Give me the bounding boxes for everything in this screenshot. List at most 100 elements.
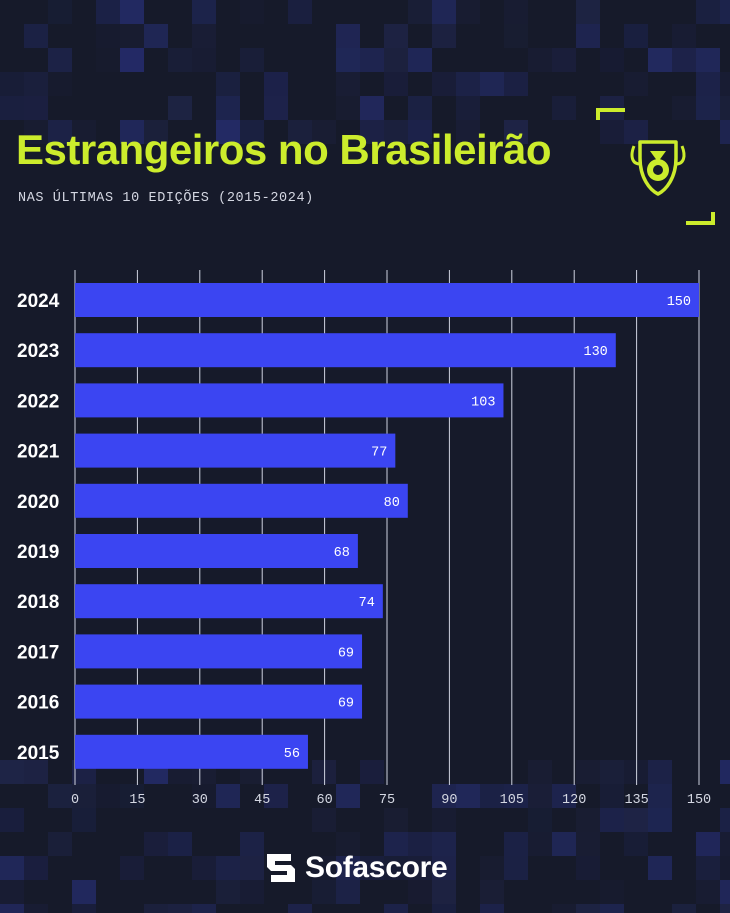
corner-bracket-bottom-horizontal — [686, 221, 715, 225]
mosaic-tile — [192, 0, 216, 24]
mosaic-tile — [168, 904, 192, 913]
mosaic-tile — [336, 880, 360, 904]
mosaic-tile — [240, 832, 264, 856]
mosaic-tile — [528, 784, 552, 808]
mosaic-tile — [72, 120, 96, 144]
mosaic-tile — [360, 48, 384, 72]
mosaic-tile — [576, 904, 600, 913]
mosaic-tile — [480, 856, 504, 880]
mosaic-tile — [408, 0, 432, 24]
mosaic-tile — [432, 24, 456, 48]
y-label-2024: 2024 — [17, 291, 60, 312]
mosaic-tile — [408, 48, 432, 72]
mosaic-tile — [360, 120, 384, 144]
mosaic-tile — [192, 784, 216, 808]
value-label-2022: 103 — [471, 395, 495, 410]
mosaic-tile — [528, 808, 552, 832]
mosaic-tile — [408, 832, 432, 856]
mosaic-tile — [168, 48, 192, 72]
mosaic-tile — [504, 856, 528, 880]
mosaic-tile — [312, 760, 336, 784]
mosaic-tile — [576, 808, 600, 832]
sofascore-logo-icon — [267, 854, 295, 882]
mosaic-tile — [408, 120, 432, 144]
mosaic-tile — [24, 856, 48, 880]
x-tick-label-105: 105 — [500, 793, 524, 808]
sofascore-brand: Sofascore — [265, 850, 448, 886]
mosaic-tile — [624, 832, 648, 856]
mosaic-tile — [672, 48, 696, 72]
mosaic-tile — [432, 832, 456, 856]
bar-2018 — [75, 584, 383, 619]
mosaic-tile — [576, 832, 600, 856]
x-tick-label-15: 15 — [129, 793, 145, 808]
value-label-2016: 69 — [338, 697, 354, 712]
bar-2020 — [75, 483, 408, 518]
mosaic-tile — [0, 72, 24, 96]
mosaic-tile — [264, 72, 288, 96]
x-tick-label-90: 90 — [441, 793, 457, 808]
mosaic-tile — [456, 120, 480, 144]
mosaic-tile — [480, 784, 504, 808]
y-label-2021: 2021 — [17, 442, 60, 463]
mosaic-tile — [624, 24, 648, 48]
mosaic-tile — [96, 24, 120, 48]
chart-subtitle: NAS ÚLTIMAS 10 EDIÇÕES (2015-2024) — [18, 191, 314, 206]
mosaic-tile — [480, 904, 504, 913]
mosaic-tile — [504, 72, 528, 96]
mosaic-tile — [720, 96, 730, 120]
mosaic-tile — [96, 784, 120, 808]
mosaic-tile — [696, 880, 720, 904]
value-label-2018: 74 — [359, 596, 375, 611]
corner-bracket-top-vertical — [596, 108, 600, 120]
mosaic-tile — [696, 832, 720, 856]
mosaic-tile — [48, 784, 72, 808]
mosaic-tile — [576, 0, 600, 24]
value-label-2023: 130 — [583, 345, 607, 360]
bar-2023 — [75, 333, 616, 368]
mosaic-tile — [384, 120, 408, 144]
mosaic-tile — [696, 96, 720, 120]
mosaic-tile — [192, 24, 216, 48]
mosaic-tile — [144, 832, 168, 856]
mosaic-tile — [600, 904, 624, 913]
mosaic-tile — [432, 72, 456, 96]
mosaic-tile — [528, 760, 552, 784]
mosaic-tile — [720, 832, 730, 856]
y-label-2017: 2017 — [17, 642, 59, 663]
y-label-2022: 2022 — [17, 391, 59, 412]
mosaic-tile — [216, 72, 240, 96]
mosaic-tile — [0, 856, 24, 880]
bar-2019 — [75, 534, 358, 568]
mosaic-tile — [48, 72, 72, 96]
bar-2024 — [75, 283, 699, 317]
mosaic-tile — [288, 0, 312, 24]
mosaic-tile — [624, 72, 648, 96]
mosaic-tile — [0, 808, 24, 832]
mosaic-tile — [72, 784, 96, 808]
mosaic-tile — [720, 904, 730, 913]
value-label-2021: 77 — [371, 446, 387, 461]
mosaic-tile — [672, 96, 696, 120]
y-label-2023: 2023 — [17, 341, 59, 362]
mosaic-tile — [456, 784, 480, 808]
mosaic-tile — [96, 0, 120, 24]
mosaic-tile — [0, 904, 24, 913]
mosaic-tile — [24, 96, 48, 120]
mosaic-tile — [672, 24, 696, 48]
mosaic-tile — [336, 784, 360, 808]
mosaic-tile — [384, 832, 408, 856]
mosaic-tile — [216, 120, 240, 144]
corner-bracket-top-horizontal — [596, 108, 625, 112]
mosaic-tile — [504, 24, 528, 48]
mosaic-tile — [0, 96, 24, 120]
mosaic-tile — [312, 808, 336, 832]
mosaic-tile — [648, 760, 672, 784]
y-label-2015: 2015 — [17, 743, 60, 764]
mosaic-tile — [216, 880, 240, 904]
y-label-2019: 2019 — [17, 542, 59, 563]
x-tick-label-0: 0 — [71, 793, 79, 808]
mosaic-tile — [384, 48, 408, 72]
mosaic-tile — [720, 808, 730, 832]
